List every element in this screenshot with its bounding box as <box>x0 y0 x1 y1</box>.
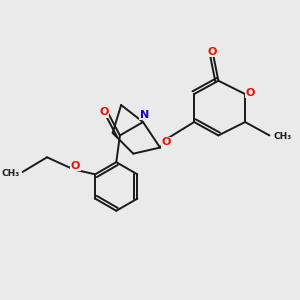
Text: O: O <box>162 137 171 147</box>
Text: O: O <box>71 161 80 171</box>
Text: O: O <box>246 88 255 98</box>
Text: N: N <box>140 110 149 120</box>
Text: CH₃: CH₃ <box>273 132 291 141</box>
Text: O: O <box>208 46 217 56</box>
Text: CH₃: CH₃ <box>2 169 20 178</box>
Text: O: O <box>99 107 109 117</box>
